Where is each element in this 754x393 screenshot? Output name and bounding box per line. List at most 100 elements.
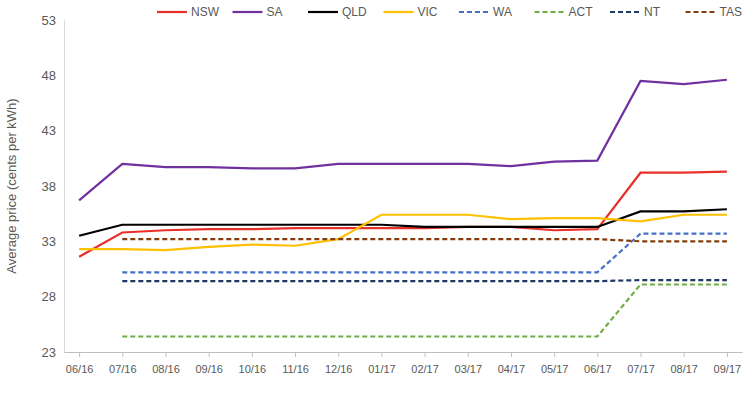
- y-axis-line: [64, 21, 65, 353]
- legend-item: NT: [610, 5, 661, 19]
- series-line: [79, 215, 727, 250]
- x-tick: 10/16: [239, 352, 267, 375]
- x-tick: 09/16: [195, 352, 223, 375]
- x-axis: 06/16 07/16 08/16 09/16 10/16 11/16 12/16 01/17…: [65, 352, 743, 375]
- y-tick-label: 38: [42, 179, 56, 194]
- x-tick-mark: [511, 352, 512, 357]
- legend-label: VIC: [418, 5, 438, 19]
- x-tick-label: 01/17: [368, 363, 396, 375]
- x-tick: 01/17: [368, 352, 396, 375]
- legend: NSW SA QLD VIC WA ACT NT TAS: [157, 5, 742, 19]
- y-tick: 23: [42, 345, 64, 360]
- legend-item: SA: [233, 5, 283, 19]
- x-tick-label: 08/16: [152, 363, 180, 375]
- x-tick-mark: [468, 352, 469, 357]
- legend-item: WA: [459, 5, 512, 19]
- x-tick-label: 09/16: [195, 363, 223, 375]
- series-line: [122, 284, 727, 336]
- y-axis-title: Average price (cents per kWh): [4, 98, 19, 273]
- x-tick-label: 08/17: [670, 363, 698, 375]
- y-axis: 23 28 33 38 43 48 53: [42, 13, 65, 360]
- legend-item: VIC: [384, 5, 438, 19]
- x-tick-mark: [209, 352, 210, 357]
- x-tick: 06/16: [66, 352, 94, 375]
- legend-swatch: [686, 11, 716, 13]
- series-line: [122, 234, 727, 273]
- x-tick-mark: [684, 352, 685, 357]
- x-tick: 07/16: [109, 352, 137, 375]
- y-tick: 28: [42, 289, 64, 304]
- legend-swatch: [233, 11, 263, 13]
- x-tick-label: 06/17: [584, 363, 612, 375]
- x-tick-mark: [122, 352, 123, 357]
- series-line: [79, 209, 727, 236]
- y-tick: 48: [42, 68, 64, 83]
- legend-item: ACT: [535, 5, 594, 19]
- legend-swatch: [535, 11, 565, 13]
- x-tick: 04/17: [498, 352, 526, 375]
- x-tick: 12/16: [325, 352, 353, 375]
- y-tick: 43: [42, 123, 64, 138]
- legend-item: NSW: [157, 5, 220, 19]
- x-tick-label: 05/17: [541, 363, 569, 375]
- legend-label: TAS: [720, 5, 742, 19]
- x-tick-label: 07/17: [627, 363, 655, 375]
- x-tick: 02/17: [411, 352, 439, 375]
- legend-swatch: [384, 11, 414, 13]
- series-line: [122, 239, 727, 241]
- x-tick: 07/17: [627, 352, 655, 375]
- x-tick-mark: [338, 352, 339, 357]
- y-tick: 38: [42, 179, 64, 194]
- y-tick-label: 43: [42, 123, 56, 138]
- x-tick-label: 07/16: [109, 363, 137, 375]
- legend-label: QLD: [342, 5, 367, 19]
- x-tick-mark: [295, 352, 296, 357]
- x-tick: 09/17: [714, 352, 742, 375]
- x-tick-mark: [641, 352, 642, 357]
- x-tick-label: 03/17: [455, 363, 483, 375]
- legend-label: SA: [267, 5, 283, 19]
- chart: 23 28 33 38 43 48 53 06/16 07/16 08/16 09/16 10/16 1…: [0, 0, 754, 393]
- x-tick-label: 10/16: [239, 363, 267, 375]
- legend-swatch: [308, 11, 338, 13]
- x-tick-label: 11/16: [282, 363, 309, 375]
- legend-label: WA: [493, 5, 512, 19]
- plot-area: 23 28 33 38 43 48 53 06/16 07/16 08/16 09/16 10/16 1…: [42, 13, 743, 375]
- y-tick-label: 33: [42, 234, 56, 249]
- x-tick-mark: [597, 352, 598, 357]
- legend-swatch: [157, 11, 187, 13]
- x-tick-mark: [381, 352, 382, 357]
- legend-label: NSW: [191, 5, 220, 19]
- series-line: [122, 280, 727, 281]
- x-tick: 03/17: [455, 352, 483, 375]
- x-tick: 08/17: [670, 352, 698, 375]
- y-tick: 53: [42, 13, 64, 28]
- y-tick-label: 23: [42, 345, 56, 360]
- x-tick-label: 12/16: [325, 363, 353, 375]
- x-tick: 05/17: [541, 352, 569, 375]
- x-tick-mark: [165, 352, 166, 357]
- y-tick: 33: [42, 234, 64, 249]
- x-tick-mark: [79, 352, 80, 357]
- x-tick-label: 09/17: [714, 363, 742, 375]
- legend-label: NT: [644, 5, 661, 19]
- legend-item: QLD: [308, 5, 367, 19]
- x-tick-mark: [252, 352, 253, 357]
- legend-swatch: [459, 11, 489, 13]
- x-tick: 06/17: [584, 352, 612, 375]
- y-tick-label: 28: [42, 289, 56, 304]
- legend-item: TAS: [686, 5, 742, 19]
- lines: [79, 80, 727, 337]
- y-tick-label: 53: [42, 13, 56, 28]
- x-tick-label: 02/17: [411, 363, 439, 375]
- x-tick-label: 06/16: [66, 363, 94, 375]
- legend-label: ACT: [569, 5, 594, 19]
- x-tick-mark: [425, 352, 426, 357]
- y-tick-label: 48: [42, 68, 56, 83]
- legend-swatch: [610, 11, 640, 13]
- x-tick-mark: [554, 352, 555, 357]
- x-tick: 08/16: [152, 352, 180, 375]
- series-line: [79, 80, 727, 201]
- x-tick-mark: [727, 352, 728, 357]
- x-tick-label: 04/17: [498, 363, 526, 375]
